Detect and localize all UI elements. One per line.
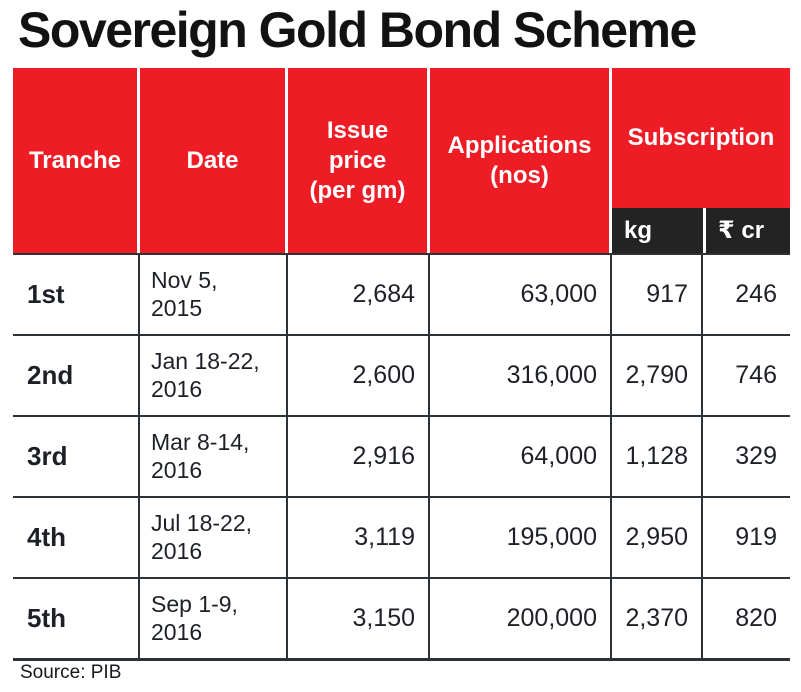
cell-date: Jul 18-22, 2016 — [140, 498, 288, 577]
col-header-issue-price-line2: price — [328, 146, 387, 174]
table-row: 2nd Jan 18-22, 2016 2,600 316,000 2,790 … — [13, 334, 790, 415]
cell-date-line2: 2016 — [151, 456, 203, 483]
cell-kg: 2,950 — [612, 498, 703, 577]
cell-issue-price: 3,150 — [288, 579, 430, 658]
cell-applications: 200,000 — [430, 579, 612, 658]
cell-rupee-cr: 746 — [735, 361, 777, 389]
cell-date-line2: 2016 — [151, 375, 203, 402]
cell-tranche: 5th — [13, 579, 140, 658]
table-row: 4th Jul 18-22, 2016 3,119 195,000 2,950 … — [13, 496, 790, 577]
col-header-rupee-cr: ₹ cr — [703, 208, 790, 253]
cell-kg: 917 — [612, 255, 703, 334]
col-header-subscription-group: Subscription kg ₹ cr — [612, 68, 790, 253]
table-row: 1st Nov 5, 2015 2,684 63,000 917 246 — [13, 253, 790, 334]
cell-date-line2: 2016 — [151, 618, 203, 645]
cell-tranche: 2nd — [13, 336, 140, 415]
table-row: 5th Sep 1-9, 2016 3,150 200,000 2,370 82… — [13, 577, 790, 658]
cell-rupee-cr: 919 — [735, 523, 777, 551]
cell-date: Mar 8-14, 2016 — [140, 417, 288, 496]
page-title: Sovereign Gold Bond Scheme — [18, 2, 697, 58]
col-header-issue-price-line3: (per gm) — [309, 176, 406, 204]
cell-date-line2: 2016 — [151, 537, 203, 564]
cell-rupee-cr: 820 — [735, 604, 777, 632]
cell-issue-price: 2,600 — [288, 336, 430, 415]
table-header: Tranche Date Issue price (per gm) Applic… — [13, 68, 790, 253]
cell-issue-price: 3,119 — [288, 498, 430, 577]
cell-kg: 2,370 — [612, 579, 703, 658]
sovereign-gold-bond-table: Tranche Date Issue price (per gm) Applic… — [13, 68, 790, 661]
col-header-tranche: Tranche — [13, 68, 140, 253]
cell-kg: 1,128 — [612, 417, 703, 496]
cell-rupee-cr: 246 — [735, 280, 777, 308]
cell-kg: 2,790 — [612, 336, 703, 415]
cell-issue-price: 2,916 — [288, 417, 430, 496]
col-header-applications-line2: (nos) — [490, 161, 549, 189]
cell-date-line2: 2015 — [151, 294, 203, 321]
cell-rupee-cr: 329 — [735, 442, 777, 470]
col-header-issue-price: Issue price (per gm) — [288, 68, 430, 253]
cell-tranche: 4th — [13, 498, 140, 577]
cell-applications: 64,000 — [430, 417, 612, 496]
col-header-kg: kg — [612, 208, 703, 253]
cell-date: Nov 5, 2015 — [140, 255, 288, 334]
cell-date: Jan 18-22, 2016 — [140, 336, 288, 415]
col-header-date: Date — [140, 68, 288, 253]
cell-tranche: 3rd — [13, 417, 140, 496]
cell-date-line1: Jan 18-22, — [151, 347, 260, 374]
table-body: 1st Nov 5, 2015 2,684 63,000 917 246 2nd… — [13, 253, 790, 661]
subscription-subheader-row: kg ₹ cr — [612, 208, 790, 253]
cell-date-line1: Mar 8-14, — [151, 428, 250, 455]
cell-issue-price: 2,684 — [288, 255, 430, 334]
cell-date: Sep 1-9, 2016 — [140, 579, 288, 658]
cell-tranche: 1st — [13, 255, 140, 334]
col-header-applications-line1: Applications — [447, 131, 592, 159]
cell-date-line1: Sep 1-9, — [151, 590, 238, 617]
col-header-subscription: Subscription — [612, 68, 790, 208]
cell-applications: 63,000 — [430, 255, 612, 334]
cell-applications: 195,000 — [430, 498, 612, 577]
col-header-applications: Applications (nos) — [430, 68, 612, 253]
table-row: 3rd Mar 8-14, 2016 2,916 64,000 1,128 32… — [13, 415, 790, 496]
col-header-issue-price-line1: Issue — [326, 116, 389, 144]
source-note: Source: PIB — [20, 662, 122, 683]
cell-date-line1: Nov 5, — [151, 266, 218, 293]
cell-applications: 316,000 — [430, 336, 612, 415]
cell-date-line1: Jul 18-22, — [151, 509, 253, 536]
